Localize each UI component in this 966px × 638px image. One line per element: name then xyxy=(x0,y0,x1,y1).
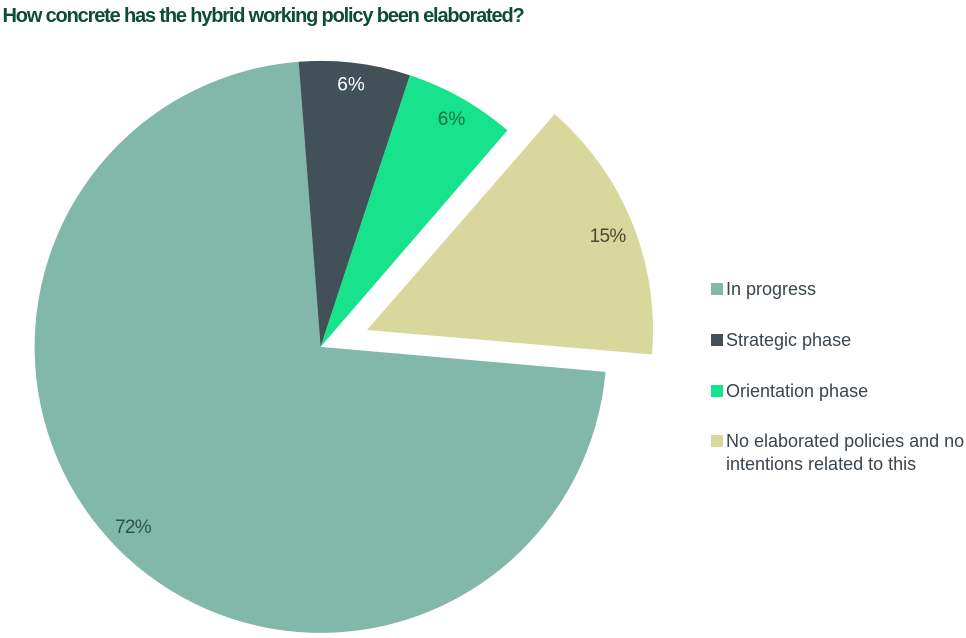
svg-text:6%: 6% xyxy=(438,109,466,130)
svg-text:15%: 15% xyxy=(590,226,627,247)
svg-text:72%: 72% xyxy=(115,517,152,538)
svg-text:6%: 6% xyxy=(337,75,365,96)
